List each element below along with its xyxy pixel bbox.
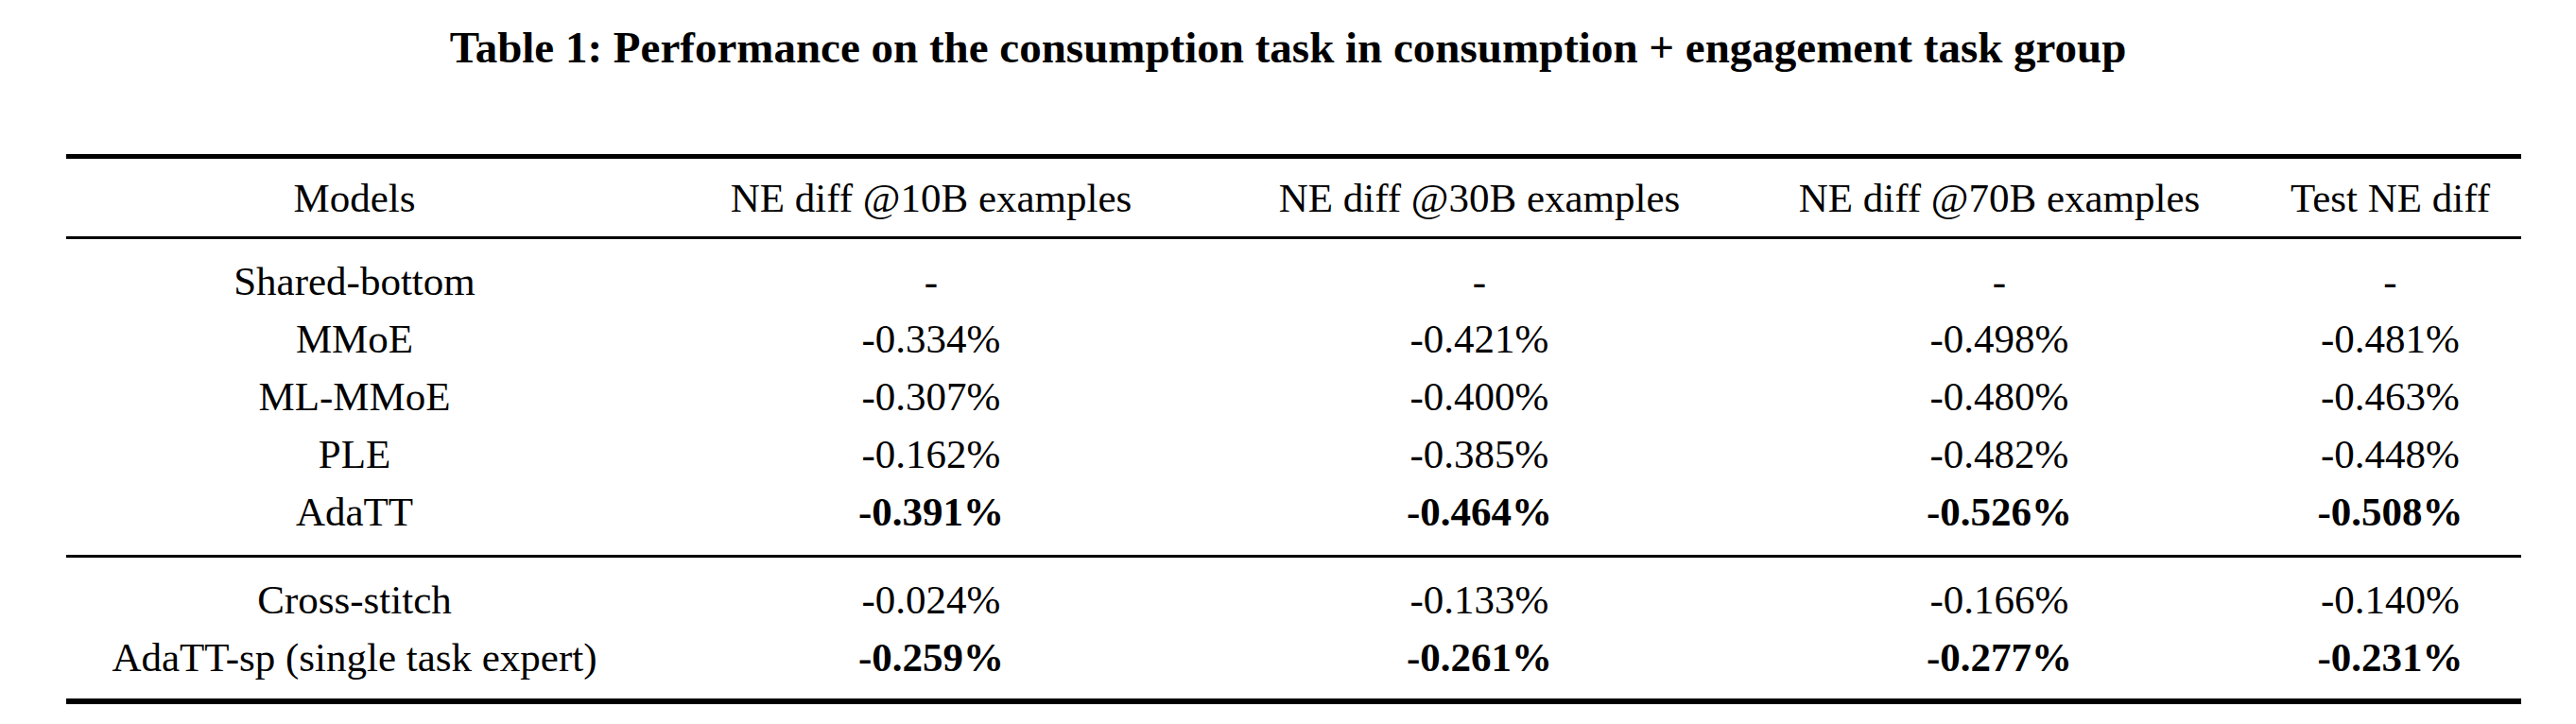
value-cell: -0.480% (1739, 368, 2259, 425)
col-header-ne-diff-10b: NE diff @10B examples (643, 157, 1219, 238)
value-cell: -0.259% (643, 629, 1219, 701)
col-header-ne-diff-30b: NE diff @30B examples (1219, 157, 1739, 238)
col-header-ne-diff-70b: NE diff @70B examples (1739, 157, 2259, 238)
value-cell: -0.385% (1219, 425, 1739, 483)
table-row-adatt-sp: AdaTT-sp (single task expert) -0.259% -0… (66, 629, 2521, 701)
value-cell: -0.508% (2259, 483, 2521, 557)
value-cell: -0.448% (2259, 425, 2521, 483)
model-name-cell: Cross-stitch (66, 557, 643, 629)
model-name-cell: ML-MMoE (66, 368, 643, 425)
model-name-cell: AdaTT (66, 483, 643, 557)
table-caption: Table 1: Performance on the consumption … (0, 0, 2576, 79)
value-cell: -0.166% (1739, 557, 2259, 629)
table-group-main-models: Shared-bottom - - - - MMoE -0.334% -0.42… (66, 238, 2521, 557)
table-row-ple: PLE -0.162% -0.385% -0.482% -0.448% (66, 425, 2521, 483)
value-cell: -0.463% (2259, 368, 2521, 425)
value-cell: -0.307% (643, 368, 1219, 425)
value-cell: -0.261% (1219, 629, 1739, 701)
model-name-cell: AdaTT-sp (single task expert) (66, 629, 643, 701)
value-cell: -0.162% (643, 425, 1219, 483)
value-cell: - (1739, 238, 2259, 311)
value-cell: - (2259, 238, 2521, 311)
model-name-cell: Shared-bottom (66, 238, 643, 311)
table-row-ml-mmoe: ML-MMoE -0.307% -0.400% -0.480% -0.463% (66, 368, 2521, 425)
results-table: Models NE diff @10B examples NE diff @30… (66, 154, 2521, 704)
value-cell: -0.482% (1739, 425, 2259, 483)
table-row-mmoe: MMoE -0.334% -0.421% -0.498% -0.481% (66, 310, 2521, 368)
value-cell: - (643, 238, 1219, 311)
model-name-cell: MMoE (66, 310, 643, 368)
table-row-shared-bottom: Shared-bottom - - - - (66, 238, 2521, 311)
value-cell: -0.133% (1219, 557, 1739, 629)
value-cell: -0.140% (2259, 557, 2521, 629)
value-cell: -0.498% (1739, 310, 2259, 368)
value-cell: -0.024% (643, 557, 1219, 629)
value-cell: -0.464% (1219, 483, 1739, 557)
value-cell: -0.391% (643, 483, 1219, 557)
value-cell: -0.481% (2259, 310, 2521, 368)
value-cell: -0.231% (2259, 629, 2521, 701)
col-header-models: Models (66, 157, 643, 238)
model-name-cell: PLE (66, 425, 643, 483)
table-row-adatt: AdaTT -0.391% -0.464% -0.526% -0.508% (66, 483, 2521, 557)
value-cell: -0.400% (1219, 368, 1739, 425)
col-header-test-ne-diff: Test NE diff (2259, 157, 2521, 238)
header-row: Models NE diff @10B examples NE diff @30… (66, 157, 2521, 238)
value-cell: -0.277% (1739, 629, 2259, 701)
value-cell: -0.526% (1739, 483, 2259, 557)
value-cell: - (1219, 238, 1739, 311)
value-cell: -0.421% (1219, 310, 1739, 368)
table-row-cross-stitch: Cross-stitch -0.024% -0.133% -0.166% -0.… (66, 557, 2521, 629)
value-cell: -0.334% (643, 310, 1219, 368)
table-group-extra-models: Cross-stitch -0.024% -0.133% -0.166% -0.… (66, 557, 2521, 702)
paper-page: Table 1: Performance on the consumption … (0, 0, 2576, 724)
table-header: Models NE diff @10B examples NE diff @30… (66, 157, 2521, 238)
